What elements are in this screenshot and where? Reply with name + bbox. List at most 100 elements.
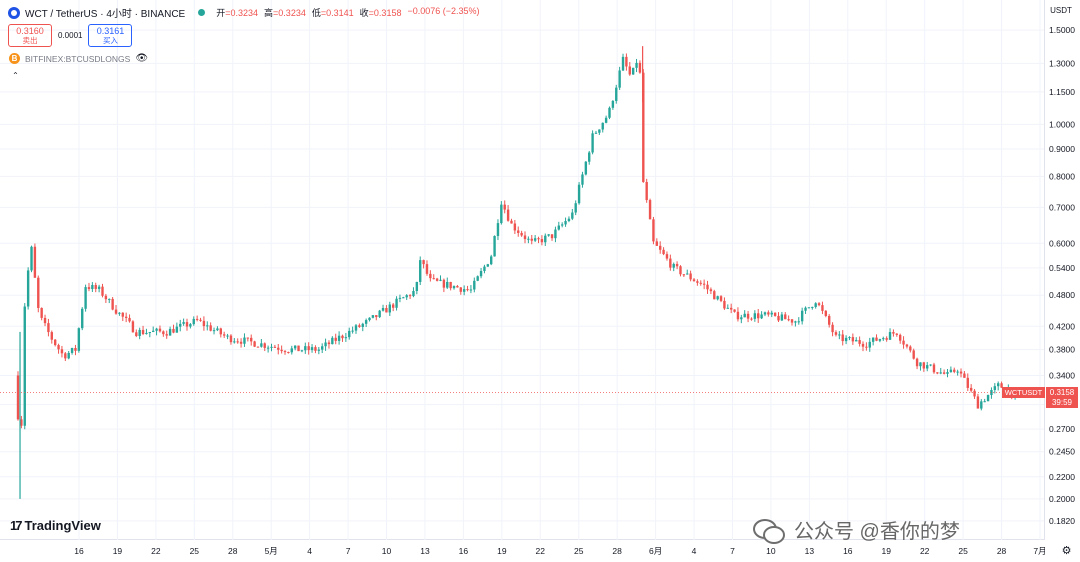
candle-body	[571, 212, 574, 219]
candle-body	[611, 100, 615, 108]
candle-body	[273, 346, 277, 348]
last-price-tag: 0.3158 39:59	[1046, 387, 1078, 408]
candlestick-chart[interactable]	[0, 0, 1044, 540]
candle-body	[557, 225, 560, 230]
candle-body	[655, 241, 659, 246]
candle-body	[280, 349, 283, 352]
candle-body	[554, 229, 557, 239]
time-tick-label: 28	[997, 546, 1007, 556]
candle-body	[574, 203, 577, 213]
eye-icon[interactable]: 👁	[135, 53, 149, 64]
currency-selector[interactable]: USDT	[1050, 6, 1072, 15]
symbol-legend[interactable]: WCT / TetherUS · 4小时 · BINANCE 开=0.3234 …	[8, 5, 480, 20]
candle-body	[314, 347, 317, 351]
candle-body	[33, 246, 37, 278]
candle-body	[266, 347, 270, 349]
candle-body	[618, 70, 621, 88]
candle-body	[446, 281, 449, 288]
live-dot-icon	[198, 9, 206, 16]
candle-body	[199, 319, 202, 321]
candle-body	[564, 221, 567, 225]
candle-body	[875, 337, 878, 341]
candle-body	[84, 287, 87, 309]
candle-body	[648, 200, 652, 220]
candle-body	[831, 324, 834, 333]
time-tick-label: 16	[843, 546, 853, 556]
indicator-legend[interactable]: B BITFINEX:BTCUSDLONGS 👁	[9, 53, 148, 64]
candle-body	[577, 184, 581, 204]
candle-body	[533, 238, 537, 241]
candle-body	[949, 369, 953, 373]
price-tick-label: 0.4200	[1049, 321, 1075, 331]
candle-body	[216, 328, 219, 331]
indicator-name[interactable]: BITFINEX:BTCUSDLONGS	[25, 53, 131, 64]
candle-body	[236, 341, 239, 343]
price-tick-label: 0.8000	[1049, 171, 1075, 181]
candle-body	[986, 395, 990, 402]
candle-body	[118, 312, 121, 314]
candle-body	[527, 238, 530, 240]
candle-body	[135, 332, 138, 336]
candle-body	[969, 387, 973, 391]
candle-body	[97, 286, 101, 289]
candle-body	[290, 348, 293, 353]
candle-body	[621, 56, 625, 71]
collapse-icon[interactable]: ⌃	[12, 71, 19, 80]
candle-body	[520, 232, 523, 236]
candle-body	[537, 238, 540, 240]
time-tick-label: 25	[190, 546, 200, 556]
candle-body	[540, 239, 544, 243]
candle-body	[956, 371, 959, 373]
chart-pane[interactable]	[0, 0, 1045, 540]
candle-body	[892, 332, 895, 334]
settings-icon[interactable]: ⚙	[1061, 545, 1072, 557]
candle-body	[790, 319, 794, 323]
candle-body	[351, 330, 354, 332]
symbol-title[interactable]: WCT / TetherUS · 4小时 · BINANCE	[25, 9, 186, 20]
candle-body	[642, 72, 645, 182]
candle-body	[662, 249, 665, 255]
candle-body	[895, 333, 898, 335]
candle-body	[111, 298, 114, 310]
sell-button[interactable]: 0.3160 卖出	[8, 24, 52, 47]
candle-body	[746, 313, 750, 319]
tradingview-logo[interactable]: 17 TradingView	[10, 518, 101, 533]
buy-button[interactable]: 0.3161 买入	[88, 24, 133, 47]
candle-body	[432, 278, 435, 280]
candle-body	[523, 235, 527, 240]
candle-body	[682, 274, 686, 276]
time-tick-label: 16	[74, 546, 84, 556]
price-axis[interactable]: 1.5000 1.3000 1.1500 1.0000 0.9000 0.8000 0.70…	[1045, 0, 1080, 540]
price-tick-label: 0.6000	[1049, 238, 1075, 248]
candle-body	[763, 312, 767, 315]
price-tick-label: 0.2000	[1049, 494, 1075, 504]
candle-body	[466, 289, 469, 291]
candle-body	[848, 337, 851, 339]
candle-body	[828, 315, 831, 325]
price-tick-label: 1.0000	[1049, 119, 1075, 129]
candle-body	[179, 323, 182, 327]
candle-body	[966, 377, 969, 388]
candle-body	[212, 330, 216, 332]
candle-body	[81, 308, 84, 329]
candle-body	[246, 337, 250, 339]
spread-value: 0.0001	[58, 31, 83, 40]
candle-body	[517, 230, 520, 233]
time-axis[interactable]: 16 19 22 25 28 5月 4 7 10 13 16 19 22 25 28 6月 4 7 10 13 16 19…	[0, 540, 1046, 562]
candle-body	[270, 346, 273, 348]
candle-body	[963, 373, 966, 378]
candle-body	[354, 325, 358, 331]
candle-body	[794, 321, 797, 323]
candle-body	[364, 320, 368, 324]
tradingview-mark-icon: 17	[10, 518, 23, 533]
candle-body	[493, 235, 496, 257]
candle-body	[800, 310, 804, 322]
candle-body	[381, 308, 385, 311]
candle-body	[30, 246, 33, 271]
candle-body	[37, 277, 40, 308]
candle-body	[797, 321, 800, 323]
candle-body	[378, 310, 381, 318]
candle-body	[459, 287, 462, 292]
btc-icon: B	[9, 53, 20, 64]
price-tick-label: 0.4800	[1049, 290, 1075, 300]
